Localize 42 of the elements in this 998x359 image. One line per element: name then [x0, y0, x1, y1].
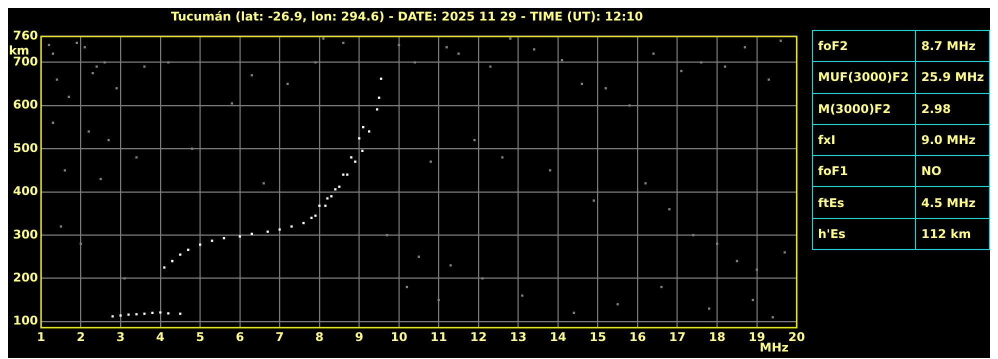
x-tick-label: 16: [629, 330, 646, 344]
x-tick-label: 10: [390, 330, 408, 344]
text: 9.0 MHz: [916, 124, 990, 156]
y-tick-label: 400: [12, 184, 38, 198]
x-tick-label: 15: [589, 330, 606, 344]
text: fxI: [812, 124, 916, 156]
x-tick-label: 8: [315, 330, 324, 344]
y-tick-label: 600: [12, 98, 38, 112]
y-tick-label: 760: [12, 28, 38, 43]
x-tick-label: 14: [550, 330, 566, 344]
text: foF2: [812, 30, 916, 62]
text: foF1: [812, 156, 916, 187]
text: h'Es: [812, 218, 916, 250]
text: 4.5 MHz: [916, 186, 990, 218]
x-tick-label: 5: [196, 330, 204, 344]
x-tick-label: 7: [275, 330, 284, 344]
text: MUF(3000)F2: [812, 62, 916, 94]
point: [361, 150, 364, 152]
x-tick-label: 9: [355, 330, 364, 344]
x-tick-label: 4: [156, 330, 165, 344]
x-tick-label: 1: [36, 330, 46, 344]
x-tick-label: 2: [76, 330, 85, 344]
x-tick-label: 20: [788, 330, 805, 344]
x-tick-label: 18: [708, 330, 726, 344]
text: 112 km: [916, 218, 990, 250]
x-tick-label: 12: [470, 330, 487, 344]
y-tick-label: 200: [12, 270, 38, 284]
text: 8.7 MHz: [916, 30, 990, 62]
x-tick-label: 3: [116, 330, 125, 344]
text: M(3000)F2: [812, 93, 916, 124]
y-tick-label: 500: [12, 140, 38, 155]
x-tick-label: 6: [236, 330, 244, 344]
text: 25.9 MHz: [916, 62, 990, 94]
y-tick-label: 300: [12, 227, 38, 242]
x-tick-label: 13: [510, 330, 527, 344]
text: NO: [916, 156, 990, 187]
x-tick-label: 11: [430, 330, 448, 344]
x-tick-label: 17: [668, 330, 686, 344]
text: 2.98: [916, 93, 990, 124]
chart-title: Tucumán (lat: -26.9, lon: 294.6) - DATE: 2025 11 29 - TIME (UT): 12:10: [171, 9, 643, 24]
text: ftEs: [812, 186, 916, 218]
y-tick-label: 100: [12, 314, 38, 328]
